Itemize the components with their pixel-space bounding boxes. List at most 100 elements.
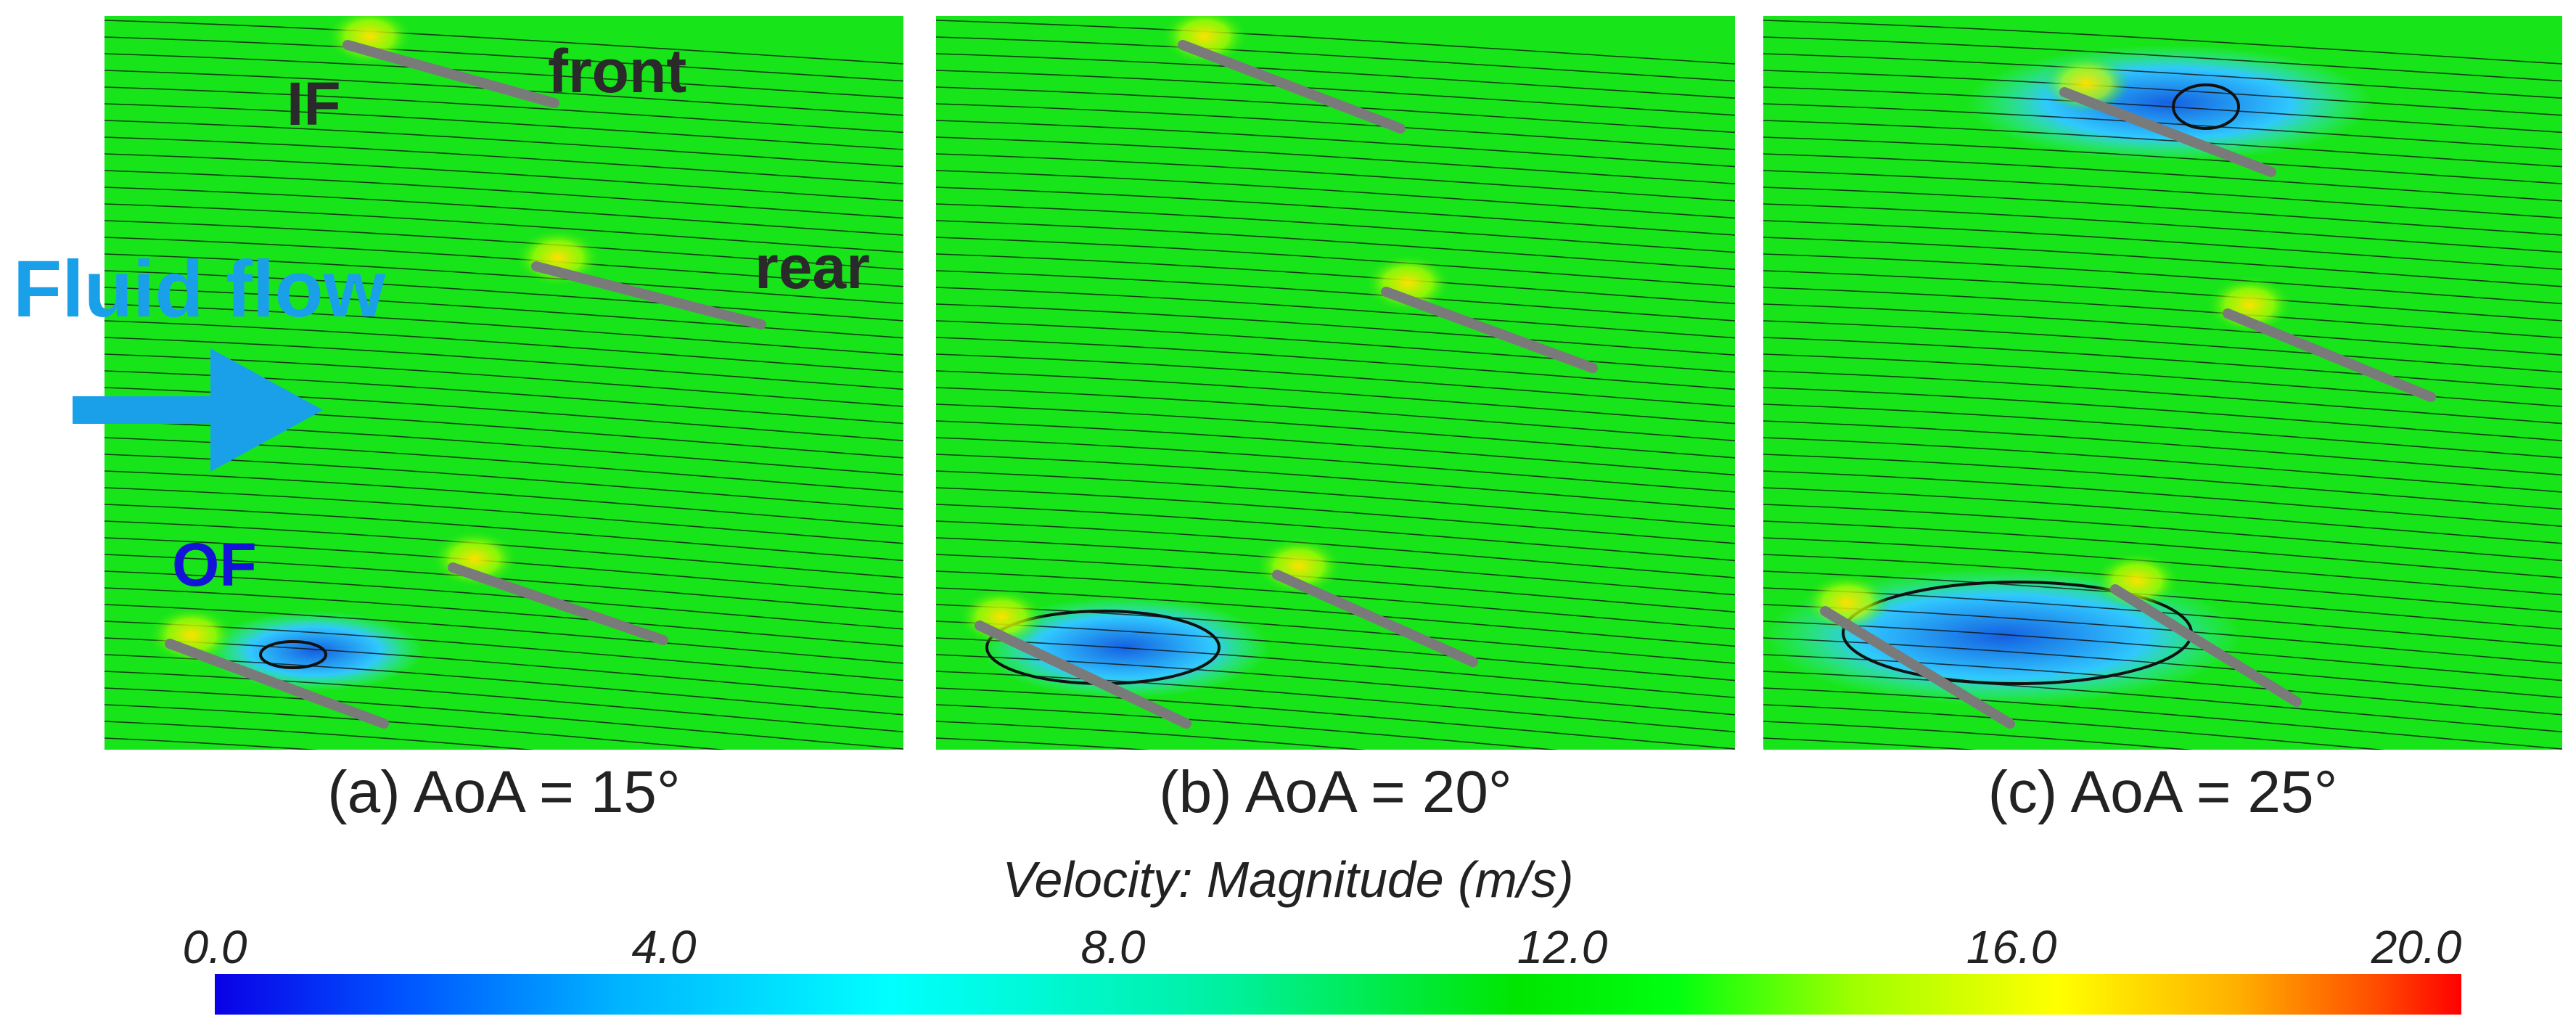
streamline	[104, 470, 903, 527]
streamline	[1763, 520, 2562, 578]
streamline	[936, 303, 1735, 356]
vortex-streamline	[259, 640, 327, 669]
hydrofoil	[2059, 87, 2276, 177]
streamline	[1763, 220, 2562, 270]
flow-field	[936, 16, 1735, 750]
streamline	[936, 253, 1735, 305]
streamline	[1763, 353, 2562, 407]
streamline	[936, 220, 1735, 270]
streamline	[1763, 287, 2562, 339]
flow-arrow-icon	[73, 348, 323, 472]
streamline	[104, 187, 903, 236]
streamline	[936, 637, 1735, 698]
hydrofoil	[1178, 40, 1406, 134]
streamline	[1763, 53, 2562, 99]
streamline	[1763, 270, 2562, 322]
streamline	[1763, 136, 2562, 184]
label-inner-foil: IF	[287, 70, 341, 138]
hydrofoil	[165, 639, 389, 729]
streamline	[1763, 387, 2562, 441]
streamline	[1763, 20, 2562, 65]
stagnation-hotspot	[2043, 54, 2130, 112]
streamline	[104, 20, 903, 65]
streamline	[104, 86, 903, 134]
streamline	[1763, 654, 2562, 716]
stagnation-hotspot	[1364, 254, 1451, 312]
caption-aoa-25: (c) AoA = 25°	[1988, 759, 2338, 825]
streamline	[104, 237, 903, 287]
streamline	[936, 587, 1735, 647]
recirculation-zone	[980, 597, 1270, 698]
streamline	[104, 487, 903, 544]
streamline	[936, 604, 1735, 664]
colorbar-tick: 0.0	[182, 921, 247, 973]
streamline	[1763, 36, 2562, 82]
hydrofoil	[1381, 287, 1598, 373]
streamline	[1763, 86, 2562, 134]
stagnation-hotspot	[1161, 16, 1248, 65]
streamline	[1763, 203, 2562, 253]
streamline	[104, 337, 903, 390]
panel-aoa-25	[1763, 16, 2562, 750]
streamline	[936, 103, 1735, 150]
streamline	[1763, 320, 2562, 373]
streamline	[936, 737, 1150, 750]
streamline	[1763, 420, 2562, 476]
streamline	[104, 721, 536, 750]
streamline	[936, 187, 1735, 236]
streamline	[1763, 621, 2562, 681]
streamline	[936, 170, 1735, 219]
colorbar-tick: 12.0	[1517, 921, 1608, 973]
streamline	[1763, 337, 2562, 390]
streamline	[104, 303, 903, 356]
streamline	[936, 487, 1735, 544]
streamline	[1763, 721, 2194, 750]
streamline	[936, 237, 1735, 287]
panel-aoa-20	[936, 16, 1735, 750]
streamline	[936, 70, 1735, 116]
streamline	[936, 370, 1735, 425]
hydrofoil	[2223, 308, 2436, 402]
hydrofoil	[531, 261, 766, 329]
streamline	[1763, 103, 2562, 150]
streamline	[1763, 704, 2386, 750]
streamline	[104, 53, 903, 99]
streamline	[936, 704, 1559, 750]
stagnation-hotspot	[2206, 276, 2293, 334]
streamline	[104, 737, 319, 750]
caption-aoa-20: (b) AoA = 20°	[1159, 759, 1512, 825]
hydrofoil	[342, 40, 559, 108]
hydrofoil	[1272, 570, 1478, 667]
streamline	[104, 170, 903, 219]
streamline	[1763, 737, 1977, 750]
hydrofoil	[448, 562, 668, 645]
recirculation-zone	[1966, 45, 2373, 161]
streamline	[104, 570, 903, 630]
streamline	[936, 420, 1735, 476]
streamlines	[104, 20, 903, 750]
streamline	[104, 587, 903, 647]
colorbar	[215, 974, 2461, 1015]
streamline	[1763, 187, 2562, 236]
streamline	[936, 36, 1735, 82]
streamline	[104, 287, 903, 339]
streamline	[936, 120, 1735, 168]
streamline	[936, 337, 1735, 390]
streamline	[936, 287, 1735, 339]
streamline	[936, 621, 1735, 681]
streamline	[936, 687, 1735, 750]
label-rear: rear	[755, 233, 870, 301]
colorbar-title: Velocity: Magnitude (m/s)	[1002, 851, 1574, 908]
streamline	[104, 504, 903, 562]
colorbar-tick: 20.0	[2371, 921, 2462, 973]
streamline	[104, 120, 903, 168]
streamline	[936, 721, 1367, 750]
hydrofoil	[975, 621, 1191, 729]
streamline	[104, 604, 903, 664]
streamline	[936, 437, 1735, 493]
streamline	[936, 353, 1735, 407]
streamline	[104, 253, 903, 305]
hydrofoil	[2110, 584, 2302, 707]
streamline	[936, 270, 1735, 322]
streamline	[1763, 120, 2562, 168]
